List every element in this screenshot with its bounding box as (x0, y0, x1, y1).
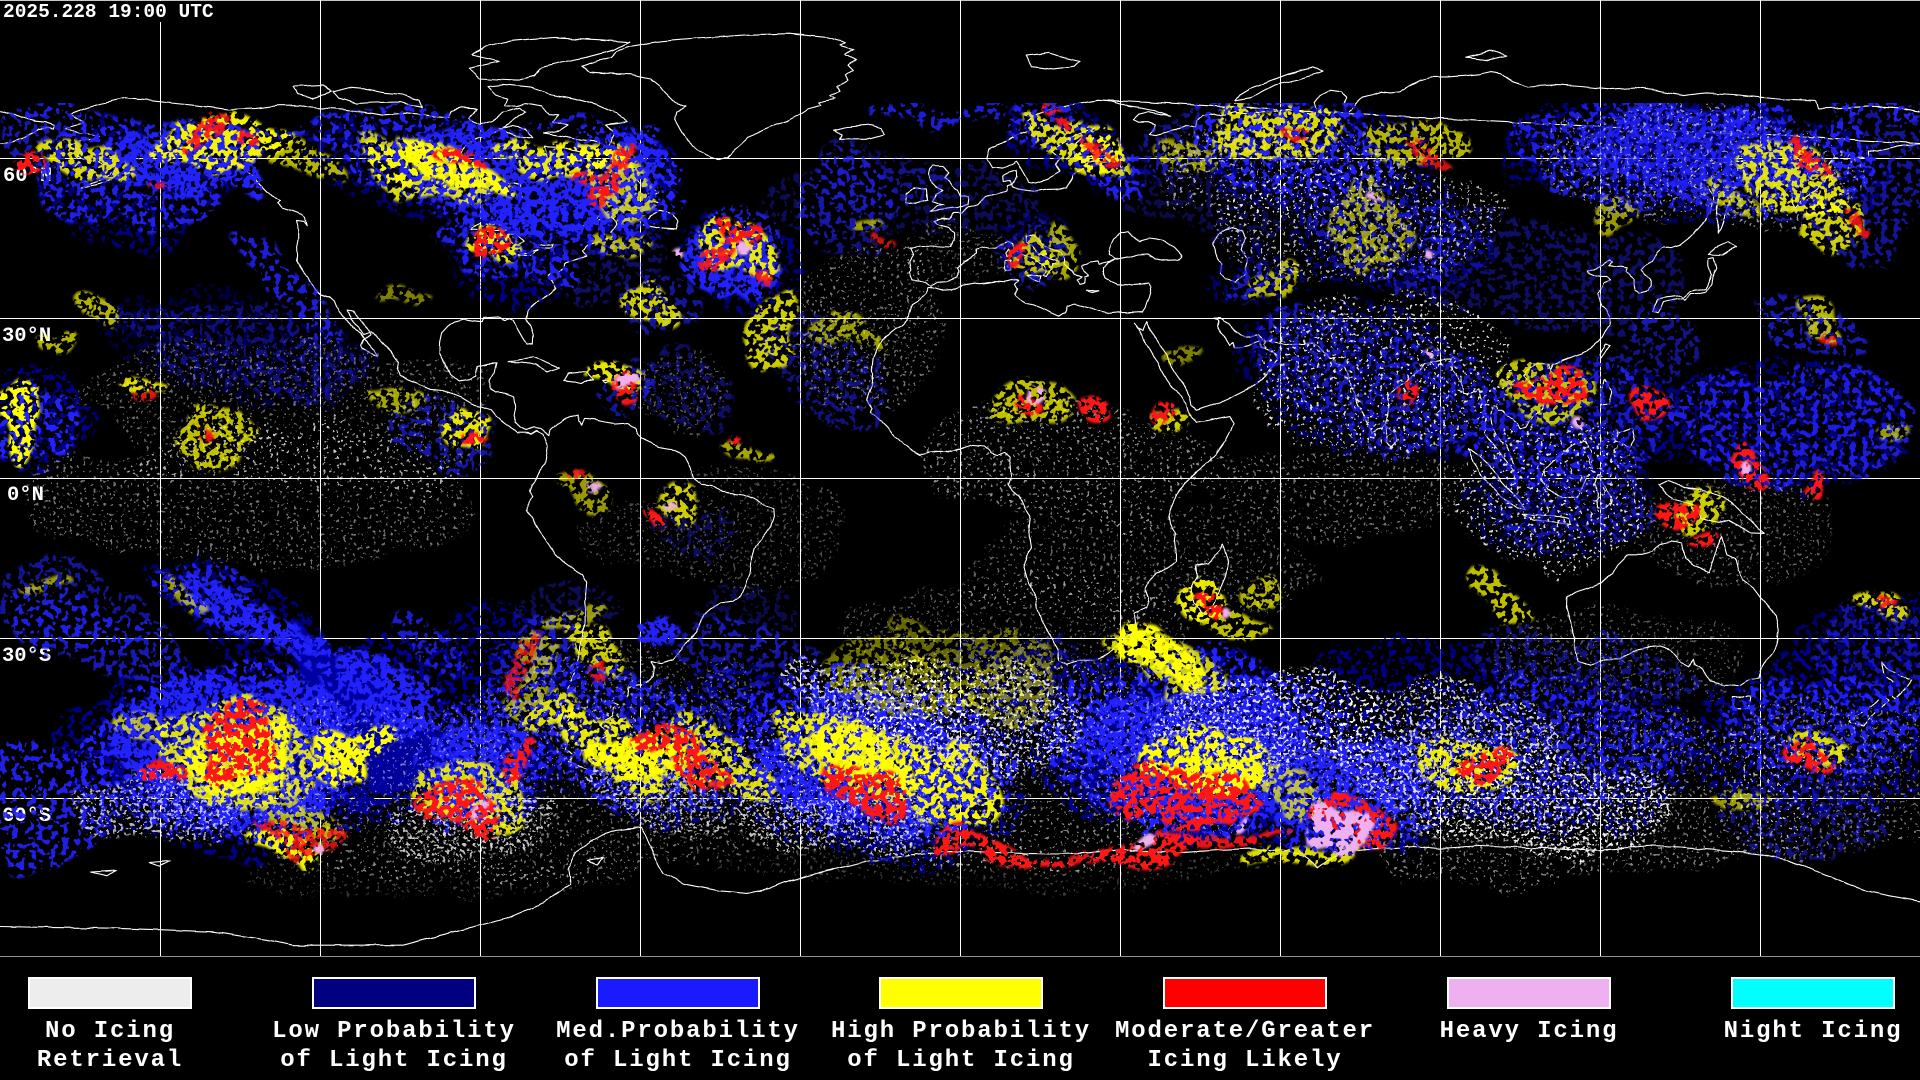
svg-text:Night Icing: Night Icing (1724, 1018, 1903, 1045)
svg-text:Retrieval: Retrieval (37, 1047, 183, 1074)
svg-text:Moderate/Greater: Moderate/Greater (1115, 1018, 1375, 1045)
svg-text:of Light Icing: of Light Icing (847, 1047, 1075, 1074)
svg-text:Icing Likely: Icing Likely (1147, 1047, 1342, 1074)
svg-text:of Light Icing: of Light Icing (564, 1047, 792, 1074)
svg-text:2025.228 19:00 UTC: 2025.228 19:00 UTC (3, 1, 214, 23)
svg-text:of Light Icing: of Light Icing (280, 1047, 508, 1074)
svg-text:No Icing: No Icing (45, 1018, 175, 1045)
svg-text:High Probability: High Probability (831, 1018, 1091, 1045)
svg-text:Heavy Icing: Heavy Icing (1440, 1018, 1619, 1045)
svg-text:Low Probability: Low Probability (272, 1018, 516, 1045)
svg-text:Med.Probability: Med.Probability (556, 1018, 800, 1045)
